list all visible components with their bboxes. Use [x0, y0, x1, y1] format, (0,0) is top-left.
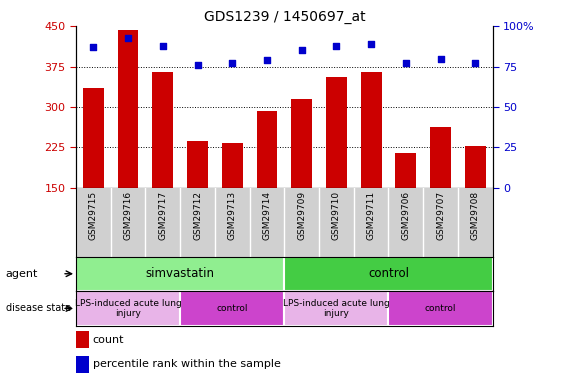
Point [401, 60, 410, 66]
Bar [291, 99, 312, 188]
Point [332, 43, 341, 49]
Bar [83, 88, 104, 188]
Bar [76, 291, 180, 326]
Text: GSM29711: GSM29711 [367, 191, 376, 240]
Bar [430, 127, 451, 188]
Point [193, 62, 202, 68]
Text: GSM29709: GSM29709 [297, 191, 306, 240]
Point [471, 60, 480, 66]
Text: simvastatin: simvastatin [146, 267, 215, 280]
Text: disease state: disease state [6, 303, 71, 313]
Bar [326, 77, 347, 188]
Text: control: control [217, 304, 248, 313]
Point [89, 44, 98, 50]
Bar [76, 257, 284, 291]
Title: GDS1239 / 1450697_at: GDS1239 / 1450697_at [203, 10, 365, 24]
Text: GSM29714: GSM29714 [262, 191, 271, 240]
Text: GSM29713: GSM29713 [228, 191, 236, 240]
Point [262, 57, 271, 63]
Bar [361, 72, 382, 188]
Point [158, 43, 167, 49]
Bar [76, 356, 88, 373]
Text: GSM29708: GSM29708 [471, 191, 480, 240]
Text: LPS-induced acute lung
injury: LPS-induced acute lung injury [283, 299, 390, 318]
Point [297, 48, 306, 54]
Text: agent: agent [6, 269, 38, 279]
Bar [153, 72, 173, 188]
Bar [388, 291, 493, 326]
Text: percentile rank within the sample: percentile rank within the sample [93, 359, 280, 369]
Point [436, 56, 445, 62]
Text: control: control [368, 267, 409, 280]
Text: GSM29706: GSM29706 [401, 191, 410, 240]
Bar [284, 257, 493, 291]
Point [367, 41, 376, 47]
Text: GSM29712: GSM29712 [193, 191, 202, 240]
Text: GSM29715: GSM29715 [89, 191, 98, 240]
Bar [222, 143, 243, 188]
Bar [76, 331, 88, 348]
Bar [257, 111, 278, 188]
Text: GSM29716: GSM29716 [124, 191, 132, 240]
Text: GSM29707: GSM29707 [436, 191, 445, 240]
Text: GSM29717: GSM29717 [158, 191, 167, 240]
Bar [187, 141, 208, 188]
Bar [465, 146, 486, 188]
Bar [118, 30, 138, 188]
Point [227, 60, 237, 66]
Bar [180, 291, 284, 326]
Bar [395, 153, 416, 188]
Point [124, 34, 133, 40]
Text: GSM29710: GSM29710 [332, 191, 341, 240]
Text: LPS-induced acute lung
injury: LPS-induced acute lung injury [75, 299, 181, 318]
Bar [284, 291, 388, 326]
Text: control: control [425, 304, 456, 313]
Text: count: count [93, 335, 124, 345]
